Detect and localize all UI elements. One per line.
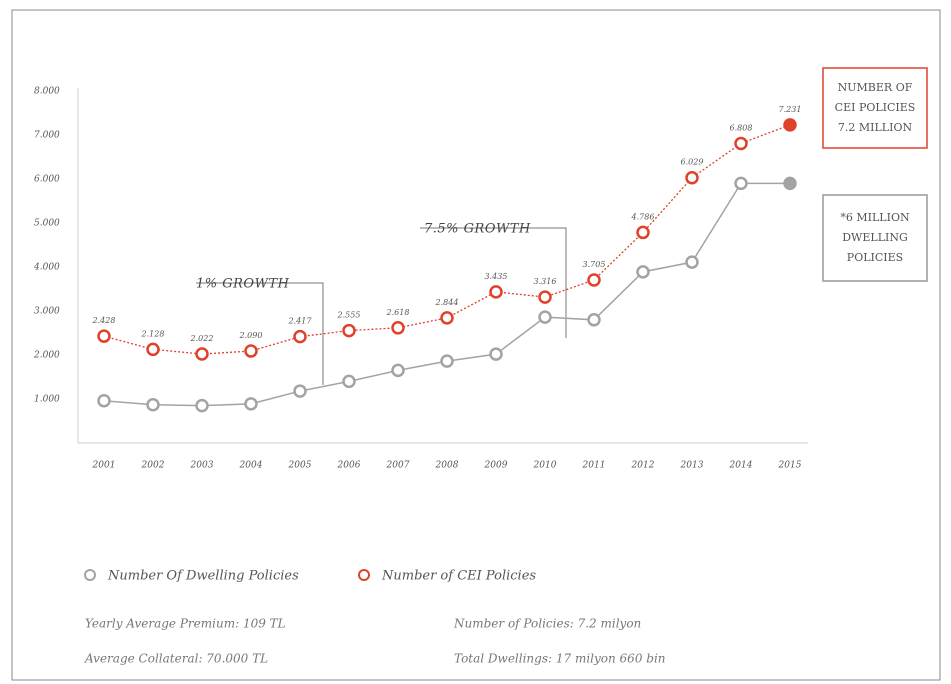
legend-label: Number of CEI Policies: [381, 569, 536, 584]
y-tick-label: 1.000: [34, 395, 60, 405]
note: Yearly Average Premium: 109 TL: [85, 617, 286, 631]
point: [244, 344, 258, 358]
data-label: 6.029: [681, 158, 704, 167]
data-label: 2.128: [141, 329, 165, 338]
bracket: [420, 227, 567, 338]
x-tick-label: 2012: [631, 461, 655, 471]
data-label: 3.435: [485, 272, 508, 281]
y-tick-label: 3.000: [34, 307, 60, 317]
x-tick-label: 2004: [239, 461, 263, 471]
x-tick-label: 2001: [92, 461, 116, 471]
legend-label: Number Of Dwelling Policies: [107, 569, 299, 584]
y-tick-label: 8.000: [34, 87, 60, 97]
data-label: 2.417: [288, 317, 313, 326]
point: [783, 176, 797, 191]
callout-text: *6 MILLION: [840, 211, 910, 224]
y-tick-label: 6.000: [34, 175, 60, 185]
point: [97, 394, 111, 408]
data-label: 2.022: [190, 334, 214, 343]
callout-text: NUMBER OF: [838, 81, 913, 94]
point: [293, 384, 307, 398]
point: [146, 397, 160, 412]
data-label: 2.090: [239, 331, 263, 340]
data-label: 6.808: [730, 123, 753, 132]
point: [783, 118, 797, 132]
note: Total Dwellings: 17 milyon 660 bin: [454, 652, 666, 666]
callout-text: 7.2 MILLION: [838, 121, 913, 134]
point: [342, 374, 356, 389]
callout-text: DWELLING: [842, 231, 908, 244]
callout-text: POLICIES: [847, 251, 903, 264]
point: [195, 347, 209, 361]
point: [293, 329, 307, 344]
callout-box: [822, 67, 928, 149]
x-tick-label: 2014: [729, 461, 753, 471]
note: Number of Policies: 7.2 milyon: [453, 617, 641, 631]
frame: [11, 9, 941, 681]
point: [685, 255, 699, 269]
point: [636, 225, 650, 240]
x-tick-label: 2010: [533, 461, 557, 471]
point: [636, 265, 650, 279]
callout-text: CEI POLICIES: [835, 101, 916, 114]
x-tick-label: 2002: [141, 461, 165, 471]
point: [489, 347, 503, 361]
data-label: 2.618: [386, 308, 410, 317]
legend-marker: [84, 569, 96, 581]
point: [244, 397, 258, 411]
bracket: [196, 282, 324, 385]
data-label: 2.844: [435, 298, 459, 307]
y-tick-label: 4.000: [33, 263, 60, 273]
point: [440, 354, 454, 368]
y-tick-label: 7.000: [34, 131, 60, 141]
x-tick-label: 2009: [484, 461, 508, 471]
annotation: 1% GROWTH: [196, 277, 290, 292]
legend-marker: [358, 569, 370, 581]
callout-box: [822, 194, 928, 282]
data-label: 3.316: [534, 277, 557, 286]
x-tick-label: 2011: [582, 461, 606, 471]
point: [489, 285, 503, 299]
point: [587, 273, 601, 287]
point: [734, 176, 748, 191]
point: [146, 342, 160, 357]
data-label: 4.786: [631, 212, 655, 221]
point: [97, 329, 111, 343]
x-tick-label: 2013: [680, 461, 704, 471]
point: [195, 398, 209, 413]
data-label: 2.428: [92, 316, 116, 325]
point: [391, 363, 405, 378]
note: Average Collateral: 70.000 TL: [84, 652, 268, 666]
point: [538, 290, 552, 304]
point: [685, 170, 699, 185]
data-label: 7.231: [779, 105, 802, 114]
x-tick-label: 2008: [435, 461, 459, 471]
data-label: 2.555: [337, 311, 361, 320]
annotation: 7.5% GROWTH: [424, 222, 531, 237]
x-tick-label: 2006: [337, 461, 361, 471]
point: [342, 323, 356, 338]
point: [587, 313, 601, 327]
point: [440, 311, 454, 325]
point: [538, 310, 552, 324]
point: [734, 136, 748, 151]
data-label: 3.705: [583, 260, 606, 269]
x-tick-label: 2007: [386, 461, 410, 471]
y-tick-label: 2.000: [33, 351, 60, 361]
series-line: [103, 182, 790, 407]
x-tick-label: 2005: [288, 461, 312, 471]
x-tick-label: 2015: [778, 461, 802, 471]
x-tick-label: 2003: [190, 461, 214, 471]
point: [391, 321, 405, 335]
y-tick-label: 5.000: [34, 219, 60, 229]
